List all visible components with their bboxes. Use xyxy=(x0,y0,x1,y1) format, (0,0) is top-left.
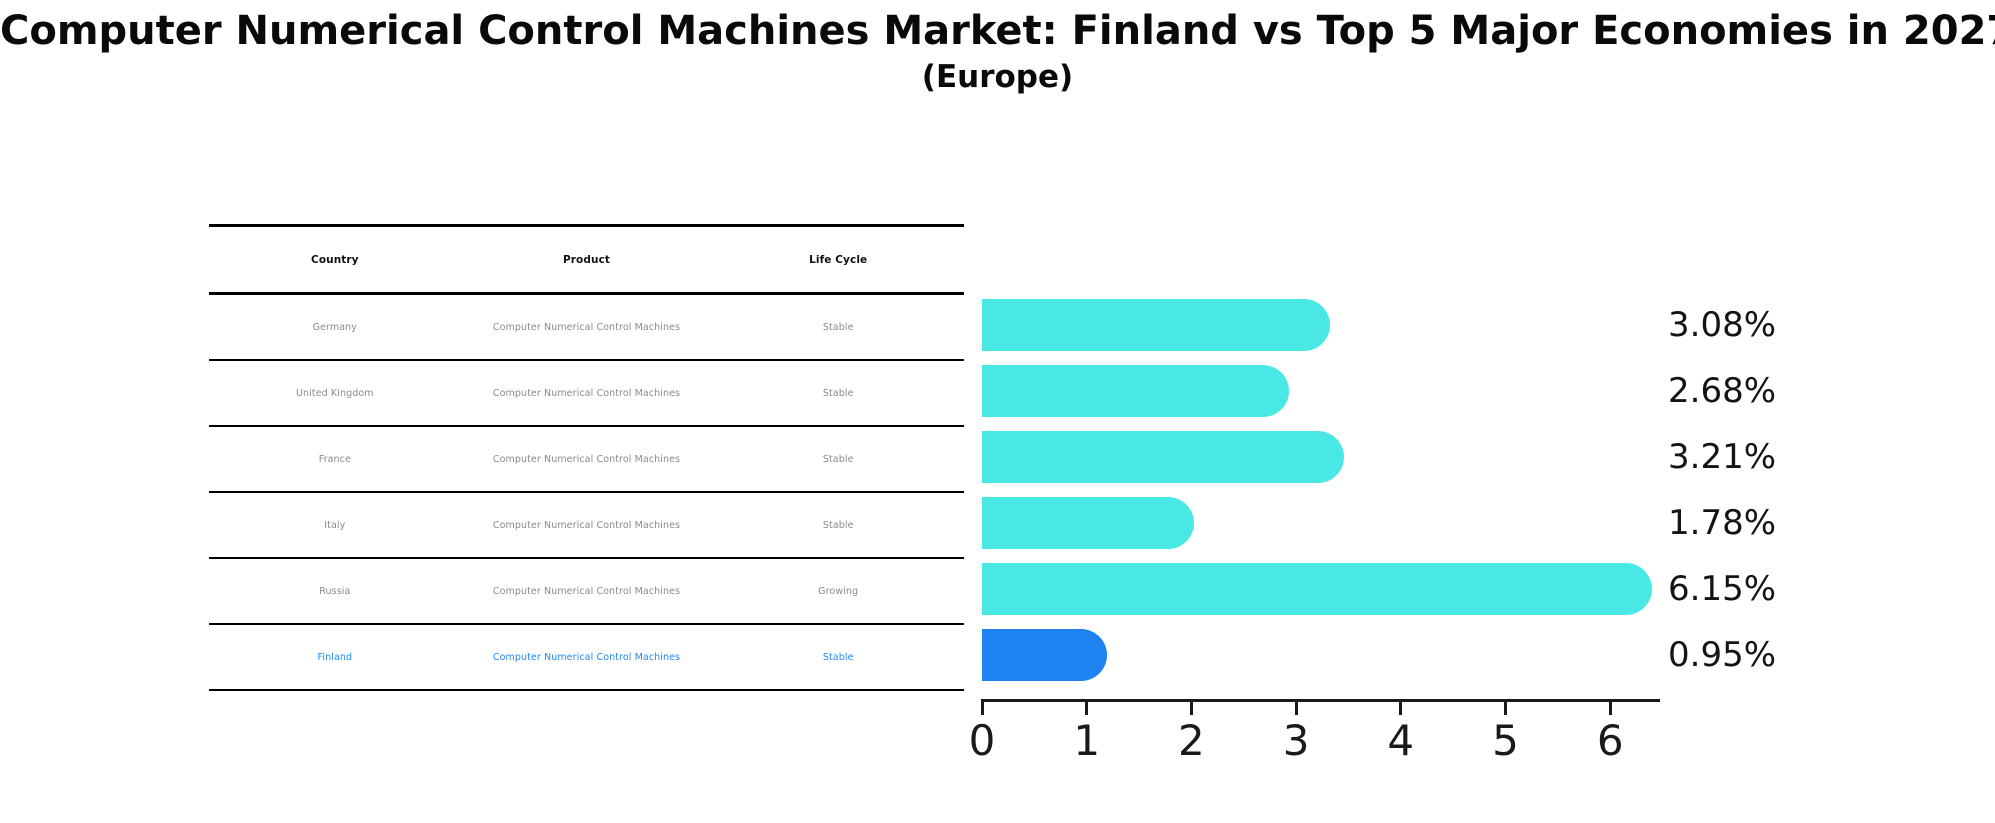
table-body: Germany Computer Numerical Control Machin… xyxy=(209,295,964,691)
cell-life-cycle: Stable xyxy=(822,519,854,531)
value-label-united-kingdom: 2.68% xyxy=(1668,370,1777,411)
cell-life-cycle: Stable xyxy=(822,453,854,465)
bar-france xyxy=(982,430,1344,483)
table-row-germany: Germany Computer Numerical Control Machin… xyxy=(209,295,964,361)
column-header-country: Country xyxy=(311,253,359,266)
value-label-france: 3.21% xyxy=(1668,436,1777,477)
cell-country: France xyxy=(318,453,351,465)
bar-italy xyxy=(982,496,1194,549)
x-axis-ticklabel-6: 6 xyxy=(1596,716,1624,765)
bar-united-kingdom xyxy=(982,364,1289,417)
cell-product: Computer Numerical Control Machines xyxy=(492,585,681,597)
cell-life-cycle: Stable xyxy=(822,651,854,663)
x-axis-tick-6 xyxy=(1608,699,1612,715)
table-row-united-kingdom: United Kingdom Computer Numerical Control… xyxy=(209,361,964,427)
cell-country: Finland xyxy=(317,651,353,663)
x-axis-tick-5 xyxy=(1504,699,1507,715)
bar-germany xyxy=(982,298,1330,351)
cell-product: Computer Numerical Control Machines xyxy=(492,387,681,399)
cell-country: Germany xyxy=(312,321,358,333)
cell-product: Computer Numerical Control Machines xyxy=(492,519,681,531)
x-axis-tick-2 xyxy=(1189,699,1193,715)
cell-country: United Kingdom xyxy=(296,387,374,399)
value-label-finland: 0.95% xyxy=(1668,634,1777,675)
x-axis-ticklabel-3: 3 xyxy=(1282,716,1310,765)
comparison-table: Country Product Life Cycle Germany Comput… xyxy=(209,224,964,691)
cell-life-cycle: Stable xyxy=(822,321,854,333)
table-header-row: Country Product Life Cycle xyxy=(209,227,964,295)
cell-country: Russia xyxy=(319,585,351,597)
cell-country: Italy xyxy=(324,519,346,531)
table-row-france: France Computer Numerical Control Machine… xyxy=(209,427,964,493)
x-axis-ticklabel-0: 0 xyxy=(968,716,996,765)
x-axis-tick-3 xyxy=(1294,699,1298,715)
cell-life-cycle: Stable xyxy=(822,387,854,399)
cell-life-cycle: Growing xyxy=(818,585,859,597)
x-axis-tick-4 xyxy=(1399,699,1403,715)
table-row-russia: Russia Computer Numerical Control Machine… xyxy=(209,559,964,625)
x-axis-ticklabel-1: 1 xyxy=(1073,716,1101,765)
bar-russia xyxy=(982,562,1652,615)
column-header-product: Product xyxy=(562,253,611,266)
table-row-italy: Italy Computer Numerical Control Machines… xyxy=(209,493,964,559)
x-axis-tick-1 xyxy=(1085,699,1089,715)
x-axis-ticklabel-2: 2 xyxy=(1178,716,1205,765)
column-header-life-cycle: Life Cycle xyxy=(809,253,868,266)
chart-title: Computer Numerical Control Machines Mark… xyxy=(0,8,1995,54)
cell-product: Computer Numerical Control Machines xyxy=(492,321,681,333)
x-axis-line xyxy=(982,699,1660,702)
x-axis-ticklabel-4: 4 xyxy=(1387,716,1415,765)
chart-subtitle: (Europe) xyxy=(921,59,1074,95)
value-label-russia: 6.15% xyxy=(1668,568,1777,609)
value-label-germany: 3.08% xyxy=(1668,304,1777,345)
x-axis-tick-0 xyxy=(980,699,984,715)
bar-finland xyxy=(982,628,1107,681)
x-axis-ticklabel-5: 5 xyxy=(1492,716,1519,765)
table-row-finland: Finland Computer Numerical Control Machin… xyxy=(209,625,964,691)
value-label-italy: 1.78% xyxy=(1668,502,1777,543)
cell-product: Computer Numerical Control Machines xyxy=(492,453,681,465)
cell-product: Computer Numerical Control Machines xyxy=(492,651,681,663)
